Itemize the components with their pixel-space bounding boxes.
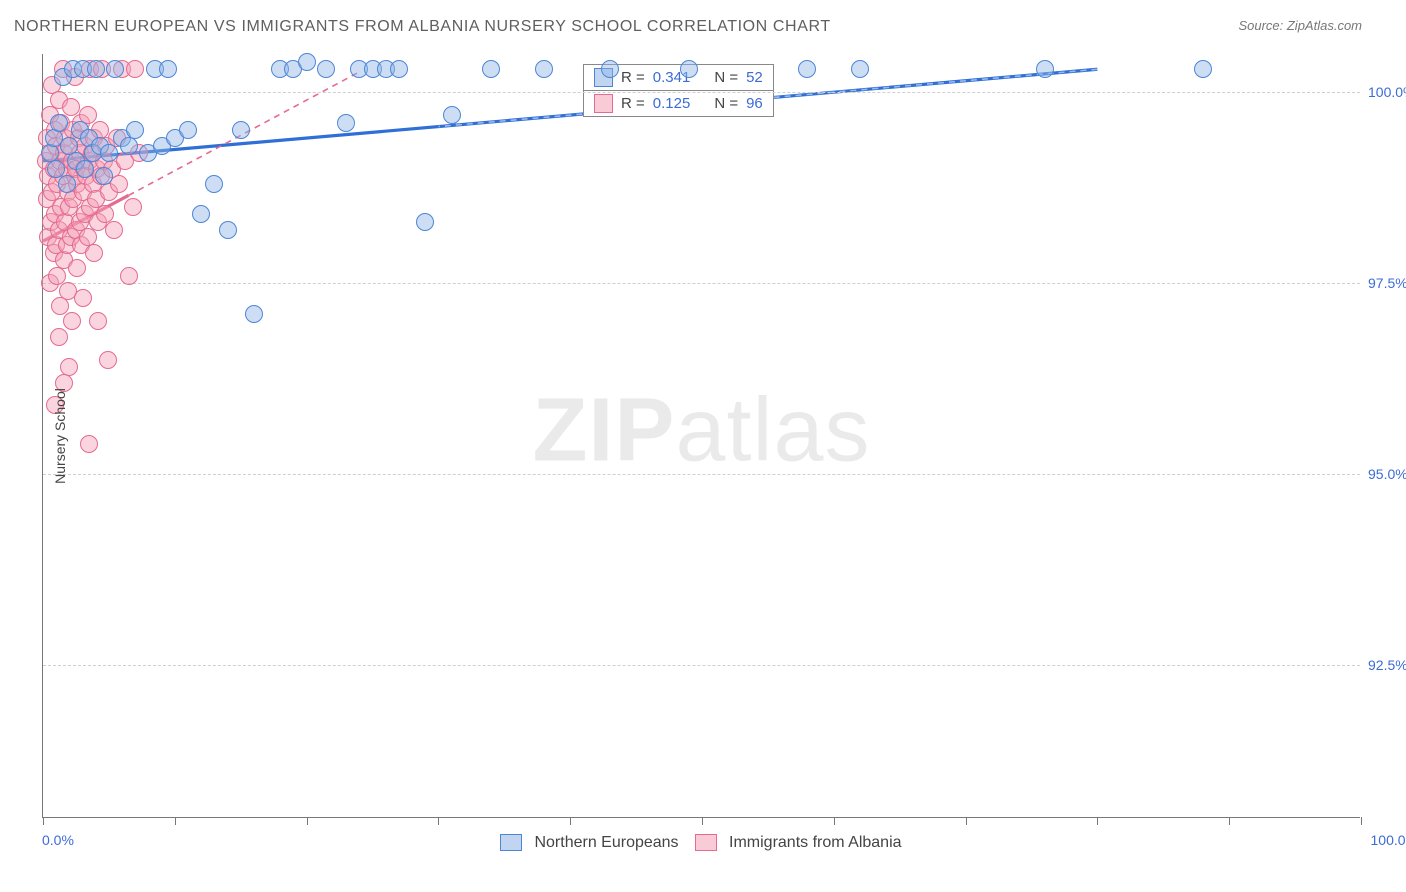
x-axis-max-label: 100.0% xyxy=(1371,832,1406,848)
data-point xyxy=(1036,60,1054,78)
n-value: 96 xyxy=(746,95,763,112)
x-tick xyxy=(702,817,703,825)
data-point xyxy=(58,175,76,193)
legend-stat-row: R = 0.125 N = 96 xyxy=(584,90,773,116)
data-point xyxy=(851,60,869,78)
x-tick xyxy=(175,817,176,825)
data-point xyxy=(390,60,408,78)
x-tick xyxy=(1361,817,1362,825)
gridline xyxy=(43,283,1360,284)
chart-title: NORTHERN EUROPEAN VS IMMIGRANTS FROM ALB… xyxy=(14,18,831,35)
data-point xyxy=(120,267,138,285)
data-point xyxy=(126,121,144,139)
data-point xyxy=(63,312,81,330)
data-point xyxy=(124,198,142,216)
data-point xyxy=(192,205,210,223)
data-point xyxy=(245,305,263,323)
data-point xyxy=(99,351,117,369)
header: NORTHERN EUROPEAN VS IMMIGRANTS FROM ALB… xyxy=(14,18,1392,44)
data-point xyxy=(298,53,316,71)
data-point xyxy=(74,289,92,307)
data-point xyxy=(443,106,461,124)
n-value: 52 xyxy=(746,69,763,86)
legend-swatch xyxy=(500,834,522,851)
data-point xyxy=(159,60,177,78)
trendlines-layer xyxy=(43,54,1361,818)
plot-area: ZIPatlas R =0.341N =52R =0.125N =96 100.… xyxy=(42,54,1360,818)
legend-swatch xyxy=(594,94,613,113)
data-point xyxy=(76,160,94,178)
data-point xyxy=(80,435,98,453)
y-tick-label: 92.5% xyxy=(1368,657,1406,673)
data-point xyxy=(680,60,698,78)
data-point xyxy=(337,114,355,132)
data-point xyxy=(219,221,237,239)
gridline xyxy=(43,665,1360,666)
source-label: Source: ZipAtlas.com xyxy=(1238,18,1362,33)
data-point xyxy=(416,213,434,231)
data-point xyxy=(110,175,128,193)
y-tick-label: 100.0% xyxy=(1368,84,1406,100)
x-tick xyxy=(43,817,44,825)
gridline xyxy=(43,92,1360,93)
data-point xyxy=(120,137,138,155)
n-label: N = xyxy=(714,95,738,112)
data-point xyxy=(205,175,223,193)
plot-box: ZIPatlas R =0.341N =52R =0.125N =96 100.… xyxy=(42,54,1360,818)
x-tick xyxy=(438,817,439,825)
data-point xyxy=(798,60,816,78)
watermark: ZIPatlas xyxy=(532,379,870,482)
y-axis-label: Nursery School xyxy=(52,388,68,484)
data-point xyxy=(482,60,500,78)
data-point xyxy=(50,328,68,346)
x-tick xyxy=(307,817,308,825)
legend-label: Northern Europeans xyxy=(534,834,678,851)
y-tick-label: 95.0% xyxy=(1368,466,1406,482)
r-label: R = xyxy=(621,69,645,86)
data-point xyxy=(50,114,68,132)
data-point xyxy=(179,121,197,139)
x-tick xyxy=(570,817,571,825)
r-label: R = xyxy=(621,95,645,112)
x-tick xyxy=(1229,817,1230,825)
data-point xyxy=(95,167,113,185)
x-tick xyxy=(966,817,967,825)
x-tick xyxy=(834,817,835,825)
legend-swatch xyxy=(695,834,717,851)
legend-label: Immigrants from Albania xyxy=(729,834,902,851)
data-point xyxy=(89,312,107,330)
data-point xyxy=(126,60,144,78)
n-label: N = xyxy=(714,69,738,86)
data-point xyxy=(85,244,103,262)
data-point xyxy=(232,121,250,139)
data-point xyxy=(535,60,553,78)
r-value: 0.125 xyxy=(653,95,691,112)
data-point xyxy=(601,60,619,78)
gridline xyxy=(43,474,1360,475)
data-point xyxy=(87,60,105,78)
data-point xyxy=(317,60,335,78)
data-point xyxy=(68,259,86,277)
data-point xyxy=(1194,60,1212,78)
y-tick-label: 97.5% xyxy=(1368,275,1406,291)
data-point xyxy=(105,221,123,239)
legend-series: Northern Europeans Immigrants from Alban… xyxy=(42,834,1360,852)
x-tick xyxy=(1097,817,1098,825)
